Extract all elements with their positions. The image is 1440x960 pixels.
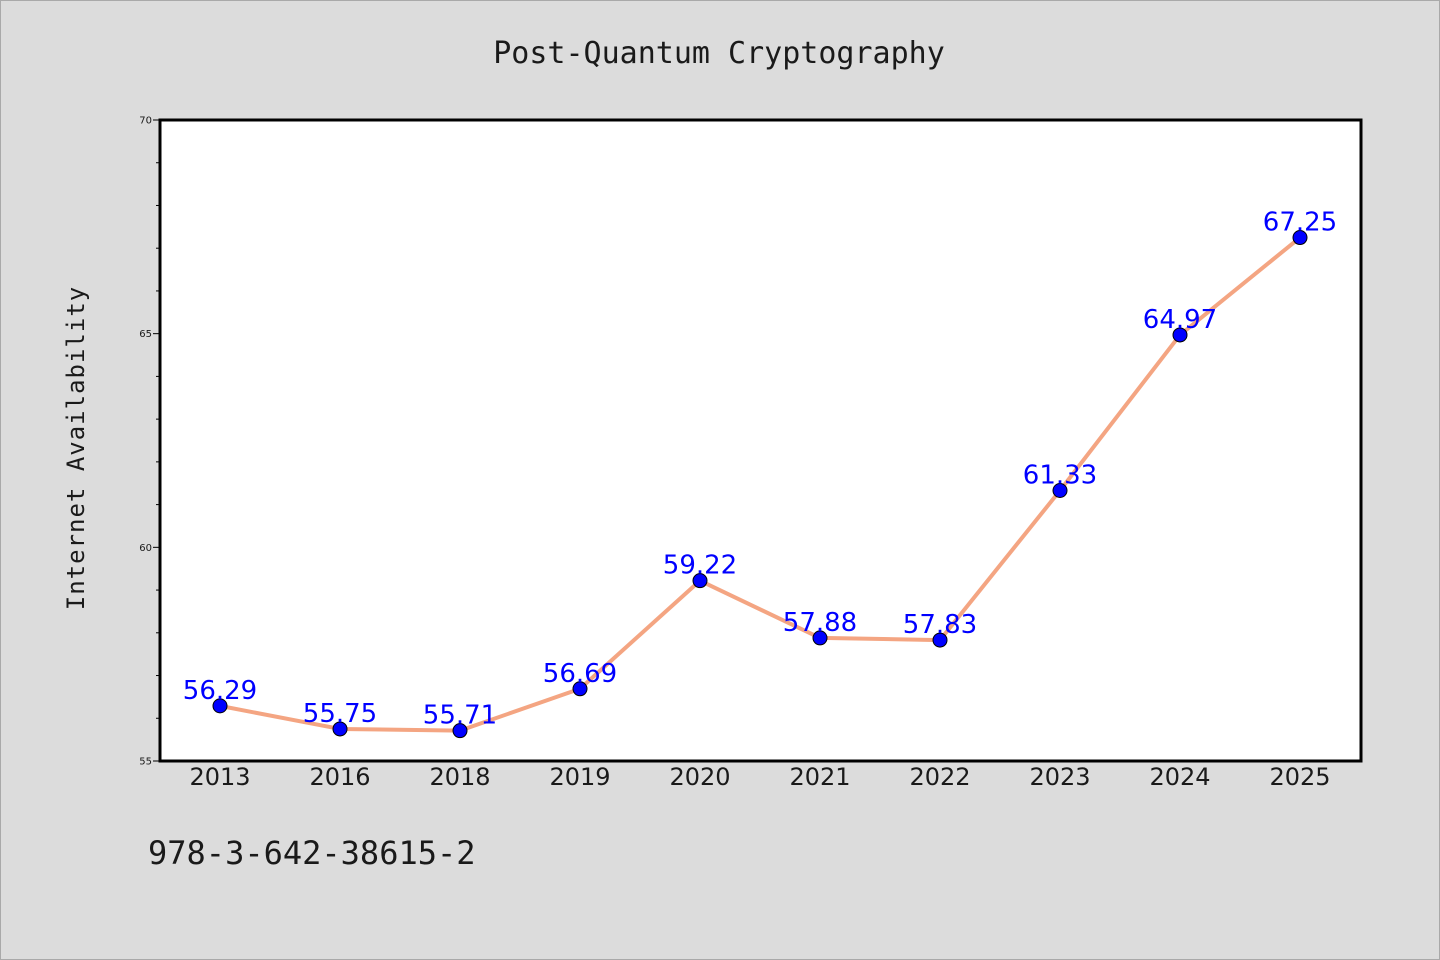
- data-label: 55.71: [423, 701, 497, 731]
- y-tick-label: 70: [139, 116, 152, 127]
- isbn-footnote: 978-3-642-38615-2: [148, 834, 476, 872]
- x-tick-label: 2021: [789, 763, 850, 791]
- data-label: 67.25: [1263, 208, 1337, 238]
- x-tick-label: 2024: [1149, 763, 1210, 791]
- y-tick-label: 60: [139, 543, 152, 554]
- data-label: 55.75: [303, 699, 377, 729]
- data-label: 61.33: [1023, 460, 1097, 490]
- data-label: 64.97: [1143, 305, 1217, 335]
- data-label: 56.69: [543, 659, 617, 689]
- x-tick-label: 2013: [189, 763, 250, 791]
- x-tick-label: 2019: [549, 763, 610, 791]
- data-label: 56.29: [183, 676, 257, 706]
- x-axis: 2013 2016 2018 2019 2020 2021 2022 2023 2024 2025: [189, 763, 1330, 791]
- data-point: [452, 723, 468, 739]
- y-axis: 55 60 65 70: [139, 116, 160, 768]
- series-line-group: [218, 235, 1302, 733]
- data-point: [932, 632, 948, 648]
- data-labels: 56.29 55.75 55.71 56.69 59.22 57.88 57.83 61.33…: [183, 208, 1337, 731]
- x-tick-label: 2020: [669, 763, 730, 791]
- y-tick-label: 55: [139, 757, 152, 768]
- x-tick-label: 2025: [1269, 763, 1330, 791]
- data-point: [1172, 327, 1188, 343]
- data-point: [212, 698, 228, 714]
- data-point: [1052, 482, 1068, 498]
- data-markers: [212, 230, 1308, 739]
- x-tick-label: 2016: [309, 763, 370, 791]
- data-point: [572, 681, 588, 697]
- y-axis-label: Internet Availability: [62, 286, 90, 610]
- data-point: [332, 721, 348, 737]
- plot-area: [158, 118, 1363, 763]
- x-tick-label: 2023: [1029, 763, 1090, 791]
- data-point: [692, 573, 708, 589]
- y-tick-label: 65: [139, 329, 152, 340]
- chart-title: Post-Quantum Cryptography: [493, 36, 945, 71]
- data-label: 57.88: [783, 608, 857, 638]
- data-point: [1292, 230, 1308, 246]
- data-label: 57.83: [903, 610, 977, 640]
- x-tick-label: 2018: [429, 763, 490, 791]
- series-line: [218, 235, 1302, 733]
- x-tick-label: 2022: [909, 763, 970, 791]
- data-point: [812, 630, 828, 646]
- data-label: 59.22: [663, 551, 737, 581]
